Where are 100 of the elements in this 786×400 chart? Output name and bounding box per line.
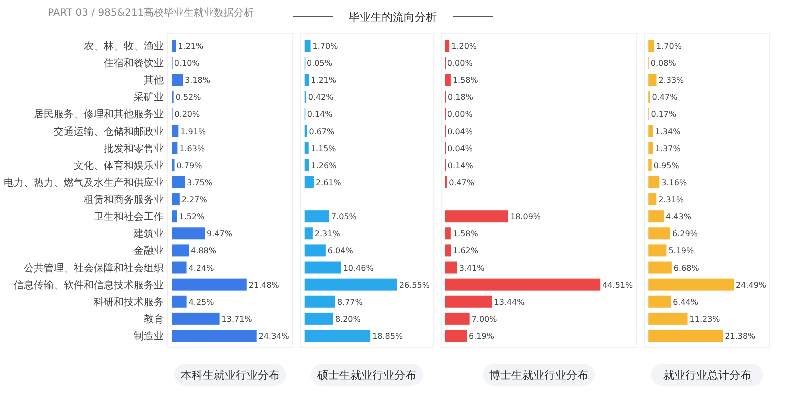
data-label: 1.63%	[180, 144, 206, 154]
bar	[648, 142, 654, 154]
data-label: 24.34%	[258, 332, 290, 341]
data-label: 2.31%	[658, 196, 684, 205]
bar	[445, 330, 468, 342]
bar	[304, 228, 313, 240]
bar	[304, 210, 330, 223]
bar	[304, 296, 336, 308]
bar	[648, 330, 724, 342]
data-label: 8.77%	[337, 298, 364, 307]
bar	[648, 312, 688, 325]
bar	[172, 262, 187, 274]
data-label: 0.79%	[176, 161, 203, 170]
data-label: 3.16%	[662, 178, 688, 188]
data-label: 0.04%	[448, 144, 474, 154]
data-label: 1.26%	[311, 161, 338, 170]
bar	[172, 244, 190, 257]
bar	[648, 125, 654, 138]
data-label: 0.14%	[448, 161, 474, 170]
y-tick-label: 教育	[144, 313, 164, 326]
data-label: 0.00%	[447, 59, 474, 68]
x-axis-title: 硕士生就业行业分布	[316, 369, 417, 382]
bar	[172, 296, 187, 308]
data-label: 0.04%	[448, 127, 474, 136]
bar	[172, 125, 179, 138]
bar	[445, 244, 452, 257]
bar	[172, 210, 178, 223]
data-label: 21.38%	[725, 332, 756, 341]
y-tick-label: 金融业	[134, 245, 164, 258]
data-label: 7.00%	[472, 314, 498, 324]
y-tick-label: 公共管理、社会保障和社会组织	[24, 262, 164, 274]
data-label: 0.05%	[307, 59, 333, 68]
bar	[172, 312, 220, 325]
x-axis-title: 博士生就业行业分布	[490, 369, 589, 382]
bar	[648, 210, 664, 223]
data-label: 1.52%	[179, 212, 206, 222]
bar	[172, 74, 184, 86]
data-label: 0.17%	[651, 110, 678, 120]
data-label: 1.70%	[312, 42, 339, 51]
data-label: 0.67%	[309, 127, 336, 136]
bar	[172, 176, 186, 188]
bar	[172, 228, 206, 240]
data-label: 1.58%	[452, 76, 479, 86]
data-label: 1.91%	[180, 127, 206, 136]
data-label: 2.61%	[316, 178, 342, 188]
bar	[445, 74, 451, 86]
data-label: 44.51%	[602, 280, 634, 290]
data-label: 24.49%	[736, 280, 767, 290]
bar	[445, 296, 492, 308]
data-label: 1.21%	[311, 76, 337, 86]
bar	[304, 278, 398, 291]
y-tick-label: 住宿和餐饮业	[104, 58, 164, 70]
bar	[304, 176, 314, 188]
data-label: 6.44%	[673, 298, 699, 307]
data-label: 7.05%	[331, 212, 358, 222]
data-label: 1.21%	[178, 42, 204, 51]
y-tick-label: 科研和技术服务	[94, 296, 164, 308]
bar	[648, 262, 672, 274]
data-label: 1.62%	[453, 246, 479, 256]
bar	[648, 244, 667, 257]
y-tick-label: 农、林、牧、渔业	[84, 40, 164, 52]
bar	[445, 40, 450, 52]
data-label: 1.37%	[655, 144, 682, 154]
data-label: 1.20%	[452, 42, 478, 51]
data-label: 4.43%	[666, 212, 692, 222]
bar	[445, 210, 508, 223]
data-label: 0.42%	[308, 93, 334, 102]
y-tick-label: 交通运输、仓储和邮政业	[54, 126, 164, 138]
data-label: 0.14%	[307, 110, 334, 120]
bar	[445, 278, 601, 291]
data-label: 1.34%	[655, 127, 682, 136]
data-label: 4.25%	[188, 298, 215, 307]
data-label: 18.09%	[510, 212, 542, 222]
bar	[304, 74, 310, 86]
bar	[445, 312, 470, 325]
bar	[304, 312, 334, 325]
bar	[172, 142, 178, 154]
text: 毕业生的流向分析	[349, 11, 437, 24]
data-label: 9.47%	[207, 230, 233, 239]
y-tick-label: 居民服务、修理和其他服务业	[34, 108, 164, 121]
data-label: 13.71%	[222, 314, 253, 324]
bar	[304, 244, 326, 257]
data-label: 6.19%	[469, 332, 495, 341]
data-label: 0.47%	[449, 178, 475, 188]
bar	[304, 262, 342, 274]
data-label: 4.24%	[188, 264, 215, 273]
y-tick-label: 租赁和商务服务业	[84, 194, 164, 206]
data-label: 10.46%	[343, 264, 374, 273]
bar	[648, 278, 734, 291]
data-label: 8.20%	[335, 314, 362, 324]
y-tick-label: 其他	[144, 74, 164, 87]
data-label: 0.95%	[654, 161, 680, 170]
data-label: 5.19%	[668, 246, 695, 256]
data-label: 1.58%	[452, 230, 479, 239]
data-label: 11.23%	[690, 314, 721, 324]
data-label: 4.88%	[191, 246, 217, 256]
bar	[648, 296, 672, 308]
data-label: 3.75%	[187, 178, 213, 188]
data-label: 0.18%	[448, 93, 474, 102]
data-label: 3.41%	[459, 264, 486, 273]
